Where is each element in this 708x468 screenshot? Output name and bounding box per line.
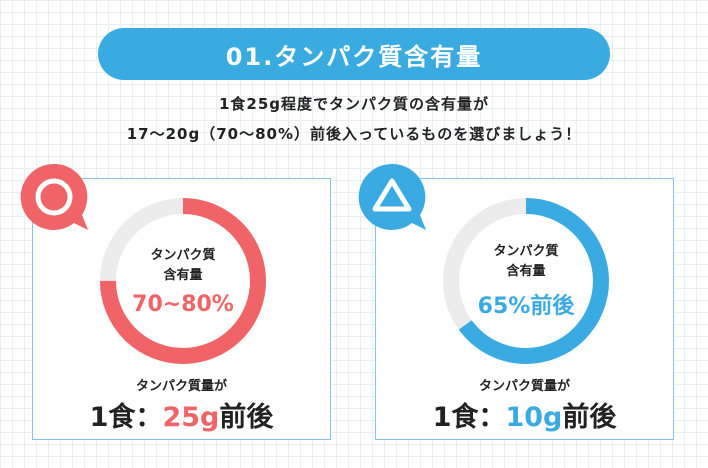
good-example-card: タンパク質 含有量 70~80% タンパク質量が 1食：25g前後 (32, 178, 331, 440)
fair-example-card: タンパク質 含有量 65%前後 タンパク質量が 1食：10g前後 (375, 178, 674, 440)
section-title: 01.タンパク質含有量 (98, 28, 610, 80)
donut-hole (121, 219, 245, 343)
protein-ratio-donut-fair (443, 198, 609, 364)
donut-arc (100, 198, 266, 364)
serving-amount: 10g (505, 402, 563, 433)
serving-line: 1食：10g前後 (376, 395, 673, 434)
donut-label-line-1: タンパク質 (150, 247, 216, 263)
protein-ratio-donut-good (100, 198, 266, 364)
section-title-text: 01.タンパク質含有量 (225, 42, 483, 71)
donut-center: タンパク質 含有量 70~80% (97, 195, 269, 367)
donut-label-line-1: タンパク質 (493, 244, 559, 259)
intro-line-2: 17〜20g（70〜80%）前後入っているものを選びましょう！ (126, 125, 582, 143)
triangle-icon (358, 163, 426, 230)
donut-center: タンパク質 含有量 65%前後 (440, 195, 612, 367)
serving-prefix: 1食： (432, 402, 506, 433)
donut-value: 65%前後 (477, 294, 575, 319)
donut-value: 70~80% (132, 291, 234, 317)
serving-label: タンパク質量が (478, 379, 570, 394)
serving-line: 1食：25g前後 (33, 395, 330, 434)
donut-label-line-2: 含有量 (506, 264, 546, 279)
donut-label-line-2: 含有量 (163, 267, 203, 283)
serving-label: タンパク質量が (135, 379, 227, 394)
serving-amount: 25g (162, 402, 220, 433)
circle-icon (20, 163, 88, 230)
serving-suffix: 前後 (219, 402, 274, 433)
intro-line-1: 1食25g程度でタンパク質の含有量が (218, 95, 490, 113)
serving-suffix: 前後 (562, 402, 617, 433)
donut-arc (443, 198, 609, 364)
serving-prefix: 1食： (89, 402, 163, 433)
donut-hole (464, 219, 588, 343)
